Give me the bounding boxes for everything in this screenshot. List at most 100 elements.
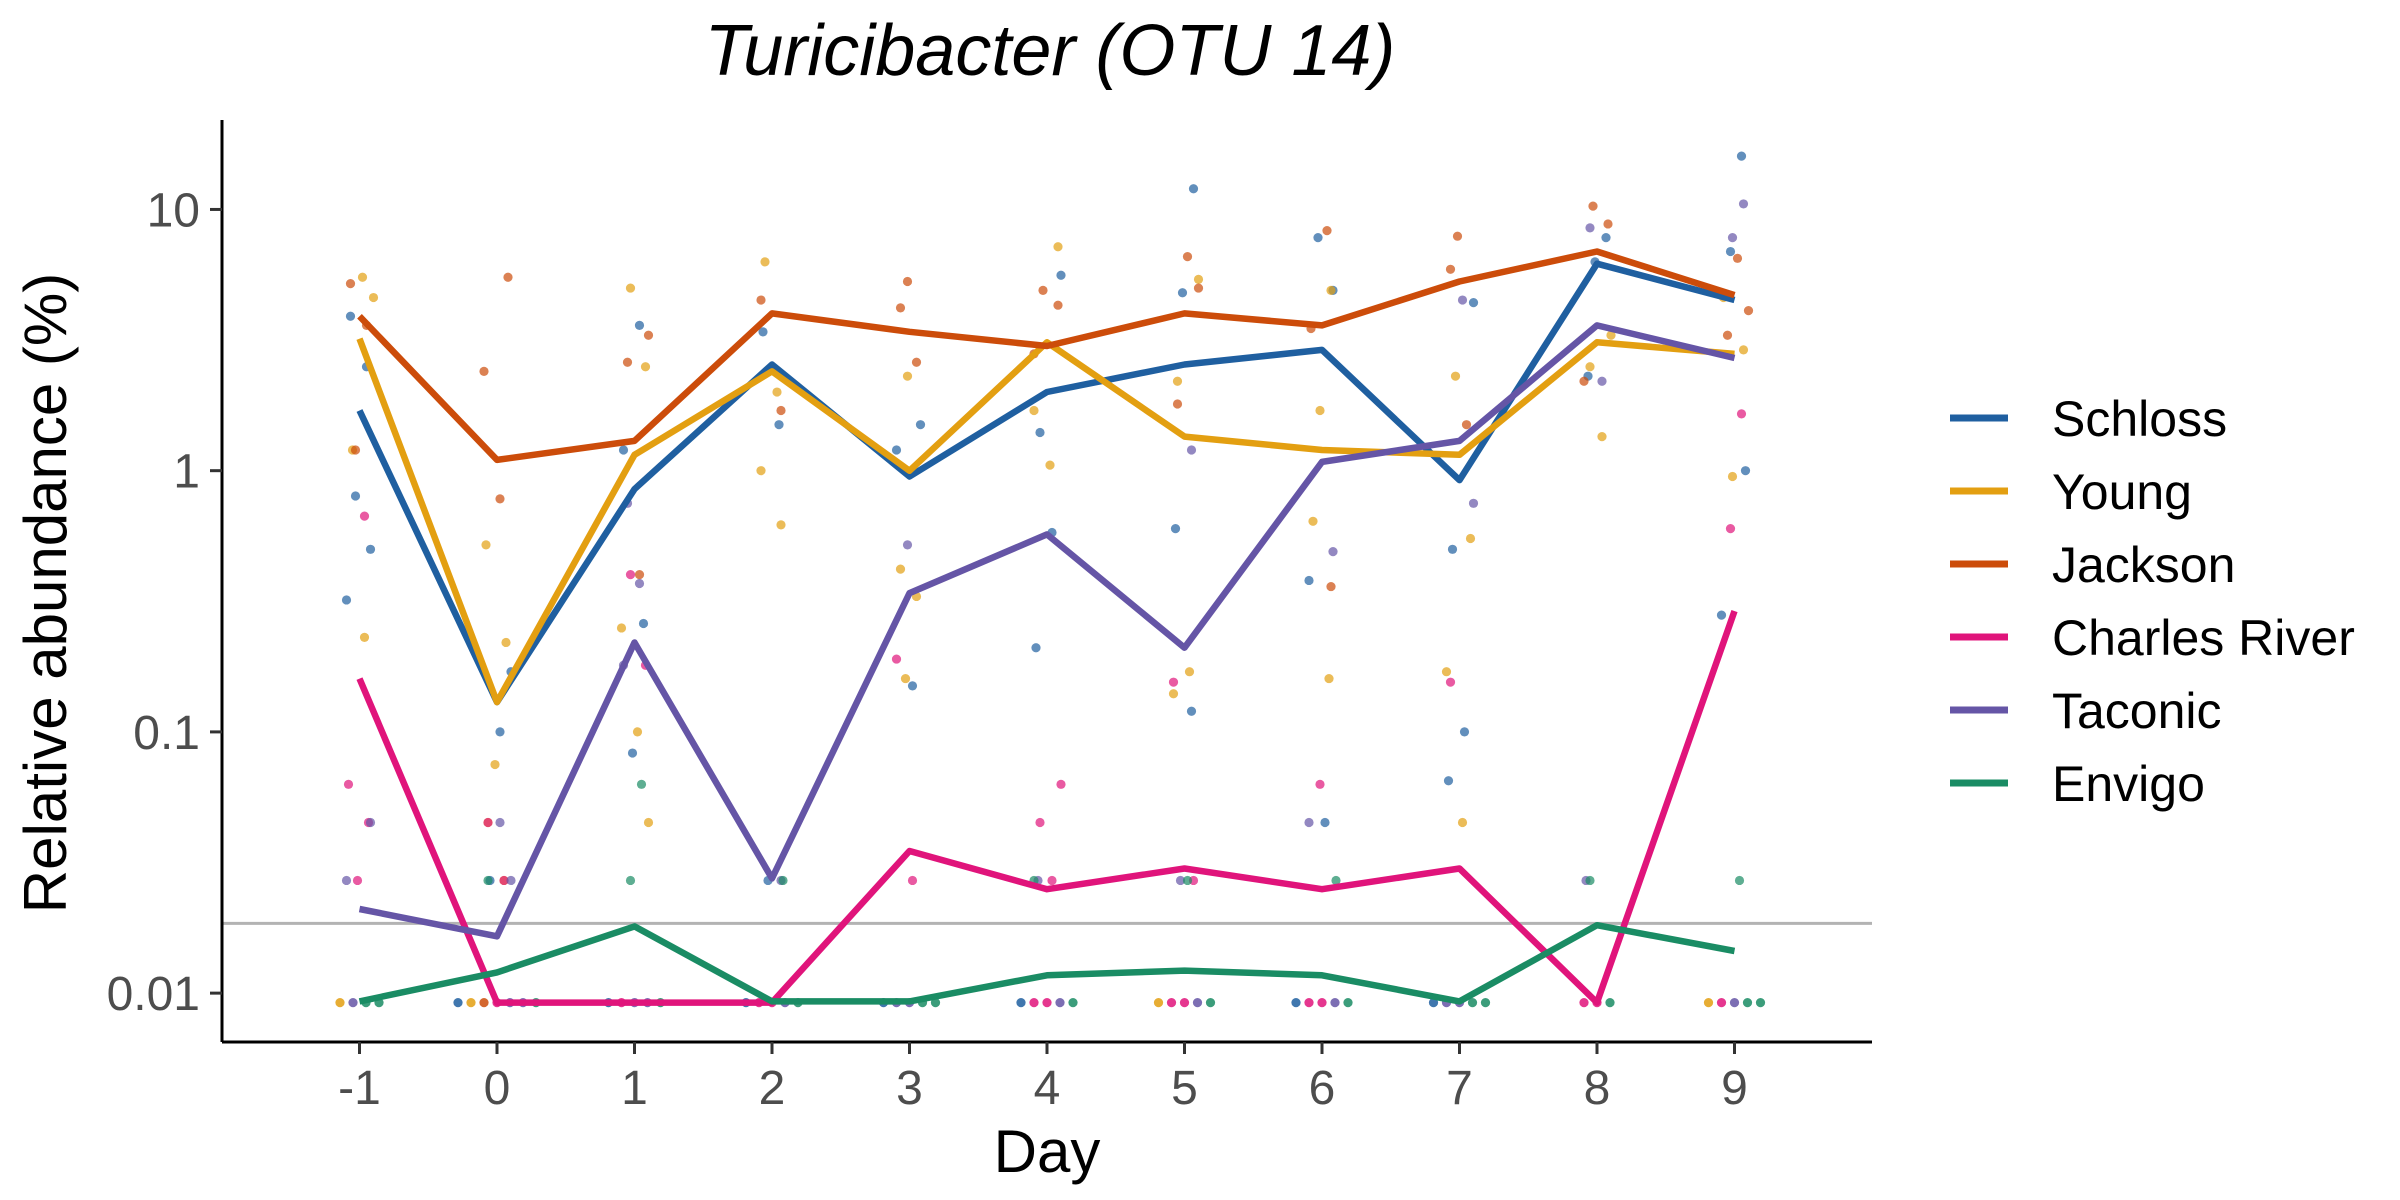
data-point <box>1722 330 1733 340</box>
data-point <box>350 491 361 501</box>
data-point <box>774 420 784 430</box>
floor-point <box>1742 997 1753 1008</box>
data-point <box>341 875 352 886</box>
floor-point <box>1055 997 1065 1008</box>
data-point <box>643 817 654 828</box>
series-line-jackson <box>357 248 1736 464</box>
series-line-schloss <box>356 260 1736 706</box>
legend-item-young: Young <box>1950 464 2192 520</box>
legend-item-jackson: Jackson <box>1950 537 2235 593</box>
x-tick-label: 4 <box>1034 1062 1061 1115</box>
data-point <box>625 283 636 293</box>
data-point <box>634 320 645 330</box>
y-tick-label: 0.1 <box>133 707 200 760</box>
floor-point <box>1755 997 1766 1008</box>
legend-label: Charles River <box>2052 610 2355 666</box>
data-point <box>891 445 902 455</box>
data-point <box>499 875 509 886</box>
data-point <box>483 875 493 886</box>
data-point <box>907 681 918 691</box>
data-point <box>357 272 368 282</box>
data-point <box>1738 345 1749 355</box>
data-point <box>1182 251 1193 262</box>
x-tick-label: 6 <box>1309 1062 1336 1115</box>
floor-point <box>1330 997 1340 1008</box>
points-taconic <box>341 199 1749 886</box>
floor-point <box>1703 997 1714 1008</box>
data-point <box>1029 405 1039 416</box>
data-point <box>1304 575 1314 586</box>
floor-point <box>1205 997 1216 1008</box>
data-point <box>359 632 370 643</box>
data-point <box>503 272 513 282</box>
y-tick-label: 1 <box>173 446 200 499</box>
points-envigo <box>483 779 1745 886</box>
data-point <box>1038 285 1048 295</box>
data-point <box>1459 727 1470 737</box>
floor-point <box>466 997 476 1008</box>
x-tick-label: 5 <box>1171 1062 1198 1115</box>
floor-point <box>348 997 358 1008</box>
floor-point <box>1729 997 1740 1008</box>
data-point <box>495 727 505 737</box>
data-point <box>359 511 370 521</box>
data-point <box>1443 776 1454 786</box>
data-point <box>627 748 638 758</box>
data-point <box>1172 376 1183 386</box>
chart-title: Turicibacter (OTU 14) <box>705 11 1396 91</box>
data-point <box>640 362 651 372</box>
data-point <box>1035 817 1045 828</box>
data-point <box>1186 706 1197 716</box>
data-point <box>625 875 636 886</box>
data-point <box>1727 471 1738 482</box>
data-point <box>1461 420 1472 430</box>
legend-item-charles-river: Charles River <box>1950 610 2355 666</box>
data-point <box>1308 516 1318 526</box>
data-point <box>1053 242 1063 252</box>
data-point <box>1328 547 1338 557</box>
data-point <box>632 727 643 737</box>
floor-point <box>1480 997 1491 1008</box>
data-point <box>1452 231 1463 241</box>
data-point <box>1047 875 1057 886</box>
data-point <box>902 371 913 381</box>
floor-point <box>1192 997 1203 1008</box>
data-point <box>1193 274 1204 284</box>
data-point <box>365 817 376 828</box>
data-point <box>1734 875 1745 886</box>
data-point <box>891 654 902 664</box>
x-axis-title: Day <box>994 1118 1101 1185</box>
plot-area <box>222 151 1872 1008</box>
data-point <box>1732 253 1743 263</box>
data-point <box>1177 288 1188 298</box>
floor-point <box>930 997 941 1008</box>
data-point <box>756 295 766 305</box>
data-point <box>1716 610 1727 620</box>
x-tick-label: 8 <box>1584 1062 1611 1115</box>
data-point <box>343 779 354 789</box>
x-tick-label: 0 <box>484 1062 511 1115</box>
floor-point <box>453 997 463 1008</box>
data-point <box>350 445 361 455</box>
data-point <box>1725 524 1736 534</box>
floor-point <box>1153 997 1164 1008</box>
data-point <box>622 357 633 367</box>
data-point <box>1601 233 1611 243</box>
data-point <box>1457 295 1468 305</box>
data-point <box>1056 270 1066 280</box>
floor-point <box>1166 997 1177 1008</box>
y-tick-label: 10 <box>147 184 200 237</box>
points-young <box>347 242 1749 886</box>
data-point <box>634 570 645 580</box>
y-tick-label: 0.01 <box>107 968 200 1021</box>
data-point <box>1315 779 1325 789</box>
floor-point <box>1029 997 1039 1008</box>
data-point <box>915 420 926 430</box>
data-point <box>1053 300 1063 310</box>
data-point <box>352 875 363 886</box>
data-point <box>1186 445 1197 455</box>
data-point <box>1172 399 1183 409</box>
data-point <box>1175 875 1186 886</box>
data-point <box>1324 673 1334 684</box>
data-point <box>495 817 505 828</box>
